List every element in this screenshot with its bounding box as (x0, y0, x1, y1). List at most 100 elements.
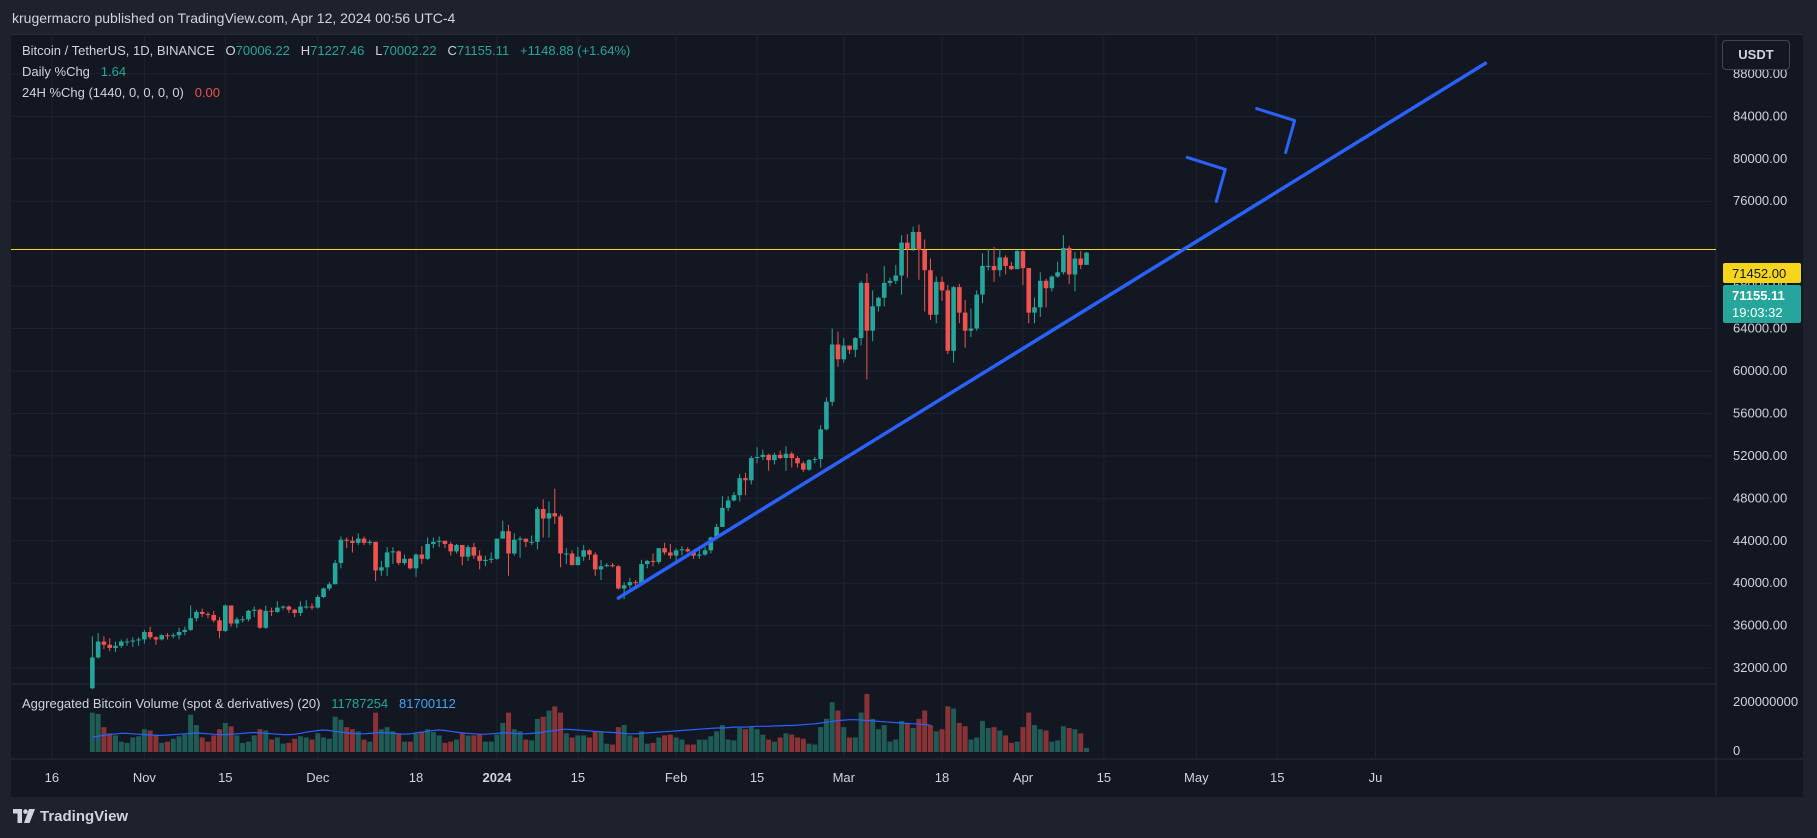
volume-bar (714, 731, 720, 752)
candle-body (604, 565, 610, 567)
volume-bar (690, 744, 696, 752)
volume-bar (569, 737, 575, 752)
candle-body (962, 312, 968, 331)
volume-bar (482, 741, 488, 752)
volume-bar (286, 742, 292, 752)
candle-body (182, 629, 188, 633)
volume-bar (419, 732, 425, 752)
indicator-daily-chg[interactable]: Daily %Chg 1.64 (22, 64, 126, 79)
symbol-name: Bitcoin / TetherUS, 1D, BINANCE (22, 43, 215, 58)
volume-bar (563, 733, 569, 752)
volume-bar (841, 727, 847, 752)
candle-body (639, 564, 644, 584)
symbol-legend[interactable]: Bitcoin / TetherUS, 1D, BINANCE O70006.2… (22, 43, 630, 58)
candles (90, 224, 1089, 690)
volume-bar (471, 735, 477, 752)
candle-body (1061, 247, 1066, 273)
volume-bar (812, 744, 818, 752)
trend-arrow (1255, 107, 1297, 155)
candle-body (396, 551, 401, 564)
footer-brand[interactable]: TradingView (40, 808, 129, 825)
currency-button[interactable]: USDT (1722, 40, 1790, 70)
candle-body (263, 610, 269, 628)
volume-bar (575, 735, 581, 752)
candle-body (90, 657, 95, 689)
volume-bar (558, 712, 564, 752)
indicator-24h-chg[interactable]: 24H %Chg (1440, 0, 0, 0, 0) 0.00 (22, 85, 220, 100)
candle-body (194, 611, 199, 619)
volume-bar (124, 742, 130, 752)
volume-ma-value: 81700112 (399, 696, 456, 711)
tradingview-logo-icon (13, 809, 35, 823)
price-tick-label: 48000.00 (1733, 490, 1787, 505)
volume-bar (951, 708, 957, 752)
candle-body (1072, 258, 1078, 275)
volume-bar (309, 739, 315, 752)
last-price-tag: 71155.11 (1732, 288, 1785, 303)
volume-bar (598, 731, 604, 752)
candle-body (870, 306, 875, 331)
volume-bar (858, 712, 864, 752)
candle-body (720, 507, 725, 527)
candle-body (246, 610, 251, 620)
volume-bar (904, 723, 910, 752)
candle-body (471, 547, 477, 556)
candle-body (211, 615, 217, 621)
volume-bar (1026, 712, 1032, 752)
candle-body (431, 541, 436, 544)
candle-body (494, 538, 500, 559)
volume-bar (962, 726, 968, 752)
candle-body (777, 454, 783, 459)
candle-body (610, 565, 615, 567)
price-tick-label: 76000.00 (1733, 193, 1787, 208)
candle-body (731, 495, 737, 501)
candle-body (581, 550, 586, 557)
volume-bar (1072, 729, 1078, 752)
price-axis[interactable]: 88000.0084000.0080000.0076000.0068000.00… (1733, 66, 1798, 758)
volume-bar (234, 735, 240, 752)
volume-legend[interactable]: Aggregated Bitcoin Volume (spot & deriva… (22, 696, 456, 711)
candle-body (124, 641, 130, 643)
volume-bar (159, 742, 165, 752)
volume-bar (321, 737, 327, 752)
candle-body (853, 338, 858, 350)
candle-body (379, 567, 384, 571)
volume-bar (939, 729, 945, 752)
candle-body (841, 345, 847, 360)
volume-bar (945, 706, 951, 752)
volume-bar (430, 732, 436, 752)
trendline-drawing[interactable] (616, 61, 1488, 600)
candle-body (1078, 258, 1084, 265)
volume-bar (633, 737, 639, 752)
volume-tick-label: 200000000 (1733, 694, 1798, 709)
candle-body (269, 610, 274, 612)
time-axis[interactable]: 16 Nov 15 Dec 18 2024 15 Feb 15 Mar 18 Apr 15 May 15 Ju (45, 770, 1383, 785)
candle-body (633, 582, 638, 584)
low-label: L (375, 43, 383, 58)
time-tick-label: 15 (750, 770, 764, 785)
volume-bar (1008, 742, 1014, 752)
volume-bar (615, 727, 621, 752)
candle-body (1055, 272, 1060, 277)
volume-bar (401, 741, 407, 752)
candlestick-chart[interactable]: 88000.0084000.0080000.0076000.0068000.00… (11, 34, 1803, 796)
volume-bars (89, 694, 1090, 752)
candle-body (407, 558, 413, 569)
candle-body (298, 606, 303, 613)
candle-body (280, 606, 286, 608)
candle-body (881, 282, 887, 298)
candle-body (598, 566, 604, 570)
candle-body (627, 582, 633, 586)
candle-body (483, 559, 488, 561)
time-tick-label: Feb (665, 770, 687, 785)
candle-body (824, 401, 829, 430)
volume-bar (494, 734, 500, 752)
volume-tick-label: 0 (1733, 743, 1740, 758)
volume-bar (916, 718, 922, 752)
candle-body (350, 540, 355, 543)
candle-body (355, 538, 361, 543)
volume-bar (933, 731, 939, 752)
candle-body (338, 539, 344, 564)
candle-body (714, 526, 719, 538)
price-tick-label: 60000.00 (1733, 363, 1787, 378)
